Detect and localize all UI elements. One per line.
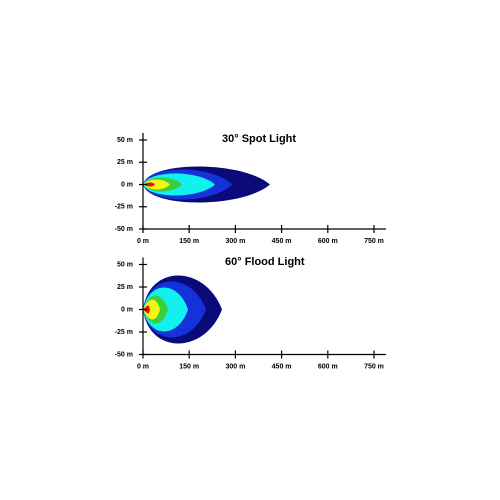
x-tick-label: 300 m [225,363,245,370]
x-tick-label: 150 m [179,363,199,370]
y-tick-label: 0 m [121,306,133,313]
beam-zone [143,179,170,190]
x-tick-label: 450 m [272,238,292,245]
y-tick-label: -50 m [115,351,133,358]
x-tick-label: 600 m [318,238,338,245]
x-tick-label: 0 m [137,363,149,370]
panel-title: 60° Flood Light [225,256,305,268]
x-tick-label: 450 m [272,363,292,370]
y-tick-label: -25 m [115,204,133,211]
x-tick-label: 0 m [137,238,149,245]
x-tick-label: 300 m [225,238,245,245]
y-tick-label: 50 m [117,261,133,268]
y-tick-label: 50 m [117,137,133,144]
x-tick-label: 750 m [364,238,384,245]
x-tick-label: 600 m [318,363,338,370]
beam-zone [143,299,160,320]
beam-zone [143,182,155,187]
y-tick-label: -50 m [115,226,133,233]
x-tick-label: 750 m [364,363,384,370]
y-tick-label: 25 m [117,284,133,291]
y-tick-label: 25 m [117,159,133,166]
x-tick-label: 150 m [179,238,199,245]
y-tick-label: 0 m [121,181,133,188]
y-tick-label: -25 m [115,329,133,336]
panel-title: 30° Spot Light [222,133,296,145]
